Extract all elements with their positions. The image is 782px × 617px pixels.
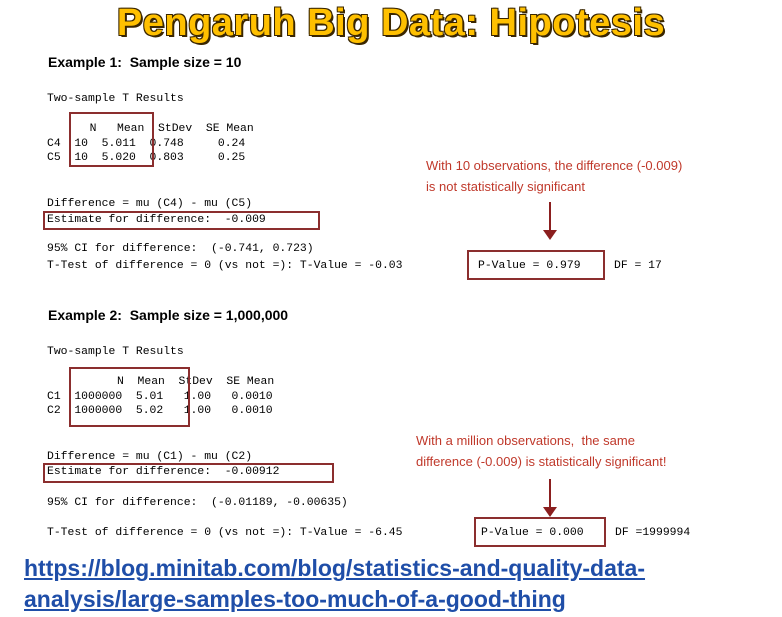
example2-difference: Difference = mu (C1) - mu (C2): [47, 451, 253, 463]
example2-heading: Example 2: Sample size = 1,000,000: [48, 307, 289, 323]
example2-n-mean-highlight-box: [69, 367, 190, 427]
example1-ttest: T-Test of difference = 0 (vs not =): T-V…: [47, 260, 403, 272]
example2-ci: 95% CI for difference: (-0.01189, -0.006…: [47, 497, 348, 509]
example1-row-c4: C4 10 5.011 0.748 0.24: [47, 138, 246, 150]
example1-difference: Difference = mu (C4) - mu (C5): [47, 198, 253, 210]
example2-row-c1: C1 1000000 5.01 1.00 0.0010: [47, 391, 273, 403]
slide-title: Pengaruh Big Data: Hipotesis: [116, 2, 666, 44]
example1-n-mean-highlight-box: [69, 112, 154, 167]
example2-row-c2: C2 1000000 5.02 1.00 0.0010: [47, 405, 273, 417]
example1-estimate-highlight-box: [43, 211, 320, 230]
example1-down-arrow-icon: [543, 202, 557, 240]
example1-table-header: N Mean StDev SE Mean: [76, 123, 254, 135]
source-link-line2[interactable]: analysis/large-samples-too-much-of-a-goo…: [24, 586, 566, 612]
example2-note: With a million observations, the same di…: [416, 433, 667, 469]
example2-pvalue: P-Value = 0.000: [481, 527, 584, 539]
example1-ci: 95% CI for difference: (-0.741, 0.723): [47, 243, 314, 255]
example2-pvalue-highlight-box: [474, 517, 606, 547]
example1-pvalue: P-Value = 0.979: [478, 260, 581, 272]
example1-results-title: Two-sample T Results: [47, 93, 184, 105]
example2-down-arrow-icon: [543, 479, 557, 517]
example1-estimate: Estimate for difference: -0.009: [47, 214, 266, 226]
example2-table-header: N Mean StDev SE Mean: [76, 376, 275, 388]
example2-results-title: Two-sample T Results: [47, 346, 184, 358]
example1-heading: Example 1: Sample size = 10: [48, 54, 242, 70]
example1-df: DF = 17: [614, 260, 662, 272]
example2-estimate: Estimate for difference: -0.00912: [47, 466, 280, 478]
example2-ttest: T-Test of difference = 0 (vs not =): T-V…: [47, 527, 403, 539]
example1-note: With 10 observations, the difference (-0…: [426, 158, 683, 194]
example1-pvalue-highlight-box: [467, 250, 605, 280]
example1-row-c5: C5 10 5.020 0.803 0.25: [47, 152, 246, 164]
source-link-line1[interactable]: https://blog.minitab.com/blog/statistics…: [24, 555, 646, 581]
example2-estimate-highlight-box: [43, 463, 334, 483]
example2-df: DF =1999994: [615, 527, 691, 539]
